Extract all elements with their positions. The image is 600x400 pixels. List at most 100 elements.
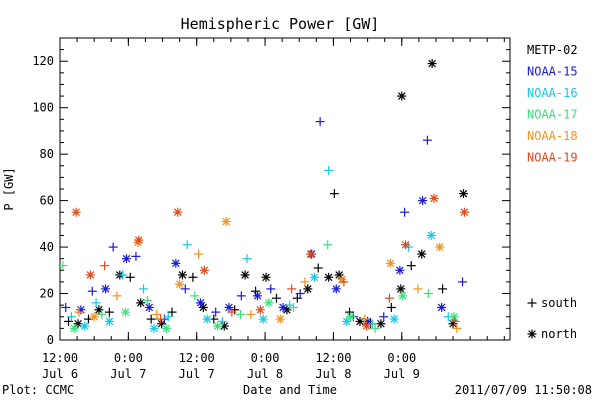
north-noaa-19-point [199,265,209,275]
north-noaa-16-point [309,272,319,282]
north-noaa-16-point [258,314,268,324]
x-tick-label-date: Jul 8 [247,367,283,381]
north-noaa-18-point [175,279,185,289]
south-noaa-17-point [370,323,380,333]
north-noaa-17-point [346,312,356,322]
north-metp-02-point [458,189,468,199]
x-tick-label-date: Jul 9 [384,367,420,381]
footer-left: Plot: CCMC [2,383,74,397]
south-noaa-16-point [324,165,334,175]
x-axis-label: Date and Time [243,383,337,397]
north-metp-02-point [376,319,386,329]
south-metp-02-point [386,302,396,312]
north-noaa-15-point [144,302,154,312]
y-tick-label: 120 [32,54,54,68]
north-noaa-19-point [401,240,411,250]
north-noaa-17-point [398,291,408,301]
north-noaa-19-point [85,270,95,280]
north-metp-02-point [396,284,406,294]
north-noaa-18-point [89,312,99,322]
south-metp-02-point [313,263,323,273]
north-noaa-19-point [71,207,81,217]
south-metp-02-point [146,314,156,324]
north-noaa-19-point [362,321,372,331]
north-metp-02-point [177,270,187,280]
south-noaa-16-point [139,284,149,294]
south-noaa-15-point [266,284,276,294]
south-noaa-18-point [246,309,256,319]
south-noaa-16-point [285,300,295,310]
south-noaa-15-point [458,277,468,287]
south-noaa-16-point [66,312,76,322]
north-noaa-16-point [202,314,212,324]
legend-south-symbol [527,298,537,308]
north-noaa-17-point [121,307,131,317]
south-noaa-19-point [227,307,237,317]
x-tick-label-time: 0:00 [251,351,280,365]
north-metp-02-point [448,319,458,329]
north-metp-02-point [73,319,83,329]
legend-entry-metp-02: METP-02 [527,43,578,57]
legend-north-symbol [527,329,537,339]
south-noaa-15-point [379,312,389,322]
south-noaa-15-point [180,284,190,294]
north-noaa-18-point [337,275,347,285]
x-tick-label-time: 12:00 [315,351,351,365]
x-tick-label-time: 12:00 [42,351,78,365]
south-metp-02-point [406,261,416,271]
axes: 0 20 40 60 80 100 120 12:00 Jul 6 0:00 Jul 7 12:00 J… [32,37,510,381]
x-tick-label-time: 0:00 [114,351,143,365]
south-noaa-18-point [194,249,204,259]
north-metp-02-point [240,270,250,280]
north-noaa-16-point [342,316,352,326]
south-noaa-17-point [423,289,433,299]
north-noaa-15-point [196,298,206,308]
south-noaa-18-point [112,291,122,301]
south-noaa-19-point [156,314,166,324]
south-noaa-16-point [118,270,128,280]
south-metp-02-point [167,307,177,317]
legend-entry-noaa-18: NOAA-18 [527,129,578,143]
north-metp-02-point [427,59,437,69]
y-tick-label: 60 [40,194,54,208]
y-tick-label: 20 [40,287,54,301]
y-tick-label: 0 [47,333,54,347]
north-noaa-15-point [171,258,181,268]
north-noaa-18-point [385,258,395,268]
north-noaa-19-point [255,305,265,315]
north-metp-02-point [397,91,407,101]
south-noaa-19-point [100,261,110,271]
y-tick-label: 40 [40,240,54,254]
north-noaa-15-point [331,284,341,294]
south-noaa-15-point [211,307,221,317]
south-noaa-18-point [452,323,462,333]
south-noaa-17-point [142,296,152,306]
south-metp-02-point [329,189,339,199]
north-metp-02-point [417,249,427,259]
north-noaa-15-point [278,302,288,312]
north-noaa-15-point [121,254,131,264]
data-points [58,59,469,333]
south-noaa-15-point [295,289,305,299]
north-metp-02-point [261,272,271,282]
north-noaa-15-point [437,302,447,312]
north-noaa-17-point [213,321,223,331]
north-noaa-15-point [395,265,405,275]
south-noaa-16-point [163,312,173,322]
y-tick-label: 100 [32,101,54,115]
legend-south-label: south [541,296,577,310]
south-noaa-15-point [315,117,325,127]
south-noaa-17-point [58,261,68,271]
south-metp-02-point [125,272,135,282]
south-noaa-17-point [289,302,299,312]
south-noaa-18-point [413,284,423,294]
x-tick-label-date: Jul 8 [315,367,351,381]
north-noaa-19-point [306,249,316,259]
south-noaa-15-point [131,251,141,261]
north-noaa-17-point [449,312,459,322]
south-noaa-15-point [422,135,432,145]
plot-area [59,37,511,341]
south-noaa-15-point [61,302,71,312]
north-noaa-15-point [101,284,111,294]
